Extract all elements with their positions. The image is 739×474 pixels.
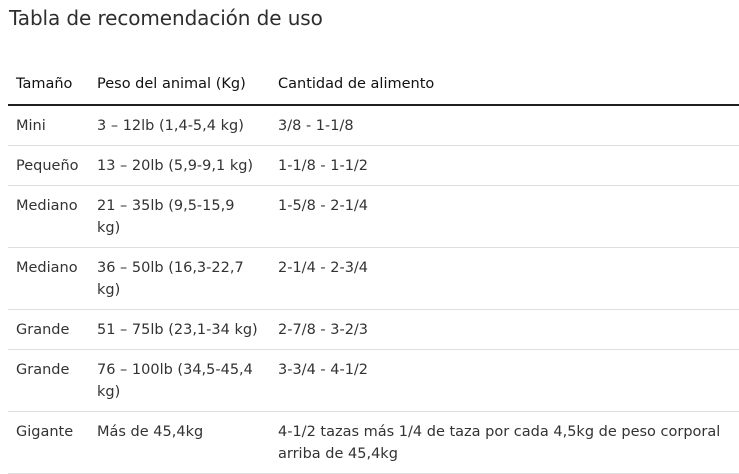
cell-size: Grande bbox=[8, 349, 89, 412]
cell-size: Mediano bbox=[8, 185, 89, 248]
recommendation-table: Tamaño Peso del animal (Kg) Cantidad de … bbox=[8, 64, 739, 474]
page: Tabla de recomendación de uso Tamaño Pes… bbox=[8, 6, 739, 474]
table-row: Mediano 36 – 50lb (16,3-22,7 kg) 2-1/4 -… bbox=[8, 247, 739, 310]
cell-size: Gigante bbox=[8, 411, 89, 474]
cell-amount: 1-5/8 - 2-1/4 bbox=[270, 185, 739, 248]
page-title: Tabla de recomendación de uso bbox=[9, 6, 323, 30]
cell-weight: 76 – 100lb (34,5-45,4 kg) bbox=[89, 349, 270, 412]
table-row: Mini 3 – 12lb (1,4-5,4 kg) 3/8 - 1-1/8 bbox=[8, 105, 739, 146]
table-row: Pequeño 13 – 20lb (5,9-9,1 kg) 1-1/8 - 1… bbox=[8, 145, 739, 186]
table-row: Gigante Más de 45,4kg 4-1/2 tazas más 1/… bbox=[8, 411, 739, 474]
cell-weight: 21 – 35lb (9,5-15,9 kg) bbox=[89, 185, 270, 248]
cell-size: Pequeño bbox=[8, 145, 89, 186]
cell-size: Mini bbox=[8, 105, 89, 146]
cell-size: Mediano bbox=[8, 247, 89, 310]
table-row: Grande 51 – 75lb (23,1-34 kg) 2-7/8 - 3-… bbox=[8, 309, 739, 350]
table-row: Grande 76 – 100lb (34,5-45,4 kg) 3-3/4 -… bbox=[8, 349, 739, 412]
table-row: Mediano 21 – 35lb (9,5-15,9 kg) 1-5/8 - … bbox=[8, 185, 739, 248]
cell-amount: 3/8 - 1-1/8 bbox=[270, 105, 739, 146]
cell-amount: 4-1/2 tazas más 1/4 de taza por cada 4,5… bbox=[270, 411, 739, 474]
cell-weight: 36 – 50lb (16,3-22,7 kg) bbox=[89, 247, 270, 310]
header-size: Tamaño bbox=[8, 64, 89, 106]
cell-size: Grande bbox=[8, 309, 89, 350]
cell-amount: 2-1/4 - 2-3/4 bbox=[270, 247, 739, 310]
header-weight: Peso del animal (Kg) bbox=[89, 64, 270, 106]
cell-weight: 51 – 75lb (23,1-34 kg) bbox=[89, 309, 270, 350]
cell-amount: 3-3/4 - 4-1/2 bbox=[270, 349, 739, 412]
cell-weight: 13 – 20lb (5,9-9,1 kg) bbox=[89, 145, 270, 186]
cell-amount: 1-1/8 - 1-1/2 bbox=[270, 145, 739, 186]
cell-weight: 3 – 12lb (1,4-5,4 kg) bbox=[89, 105, 270, 146]
table-header-row: Tamaño Peso del animal (Kg) Cantidad de … bbox=[8, 64, 739, 106]
cell-amount: 2-7/8 - 3-2/3 bbox=[270, 309, 739, 350]
cell-weight: Más de 45,4kg bbox=[89, 411, 270, 474]
header-amount: Cantidad de alimento bbox=[270, 64, 739, 106]
